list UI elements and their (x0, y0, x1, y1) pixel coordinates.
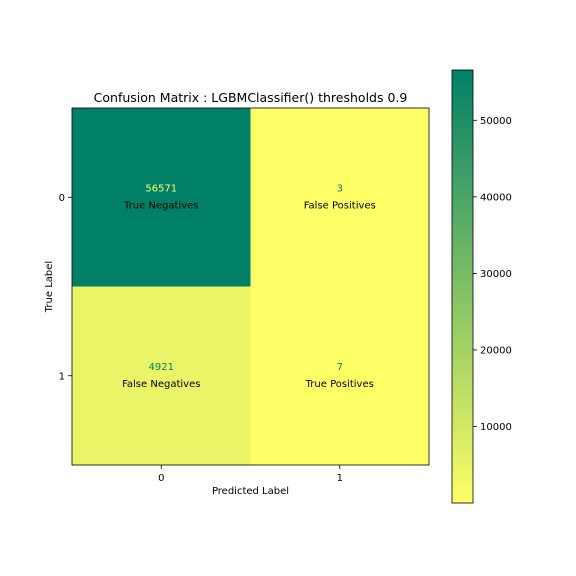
heatmap-cell (72, 108, 251, 287)
cell-value-label: 7 (337, 362, 343, 373)
heatmap-cell (250, 286, 429, 465)
cell-value-label: 4921 (149, 362, 174, 373)
cell-value-label: 56571 (145, 183, 177, 194)
x-tick-label: 0 (158, 473, 164, 484)
y-axis-label: True Label (44, 261, 55, 313)
cell-category-label: False Negatives (122, 379, 200, 390)
cell-category-label: True Negatives (123, 200, 199, 211)
heatmap-cell (72, 286, 251, 465)
colorbar-ticks: 10000 20000 30000 40000 50000 (473, 116, 512, 433)
x-tick-label: 1 (337, 473, 343, 484)
colorbar-tick-label: 10000 (480, 422, 512, 433)
heatmap-cells (72, 108, 429, 465)
y-axis: 01 (59, 193, 72, 382)
colorbar-tick-label: 20000 (480, 345, 512, 356)
x-axis-label: Predicted Label (212, 486, 289, 497)
y-tick-label: 0 (59, 193, 65, 204)
y-tick-label: 1 (59, 371, 65, 382)
chart-title: Confusion Matrix : LGBMClassifier() thre… (94, 90, 408, 105)
heatmap-cell-texts: 56571 True Negatives 3 False Positives 4921 F… (122, 183, 376, 390)
cell-category-label: True Positives (305, 379, 374, 390)
colorbar-tick-label: 30000 (480, 269, 512, 280)
colorbar-tick-label: 50000 (480, 116, 512, 127)
colorbar-tick-label: 40000 (480, 192, 512, 203)
cell-category-label: False Positives (304, 200, 376, 211)
plot-frame (71, 107, 430, 466)
colorbar (451, 69, 474, 504)
cell-value-label: 3 (337, 183, 343, 194)
heatmap-cell (250, 108, 429, 287)
